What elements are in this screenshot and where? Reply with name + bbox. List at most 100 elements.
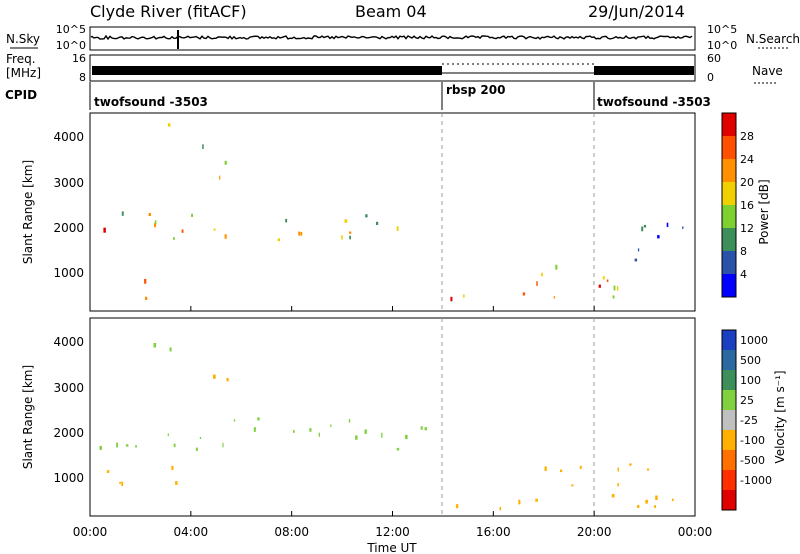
- heatmap-cell: [629, 463, 632, 466]
- heatmap-cell: [121, 481, 124, 487]
- heatmap-cell: [154, 220, 157, 224]
- colorbar-frame: [721, 112, 737, 298]
- power-ytick-4000: 4000: [53, 130, 84, 144]
- heatmap-cell: [293, 430, 295, 433]
- heatmap-cell: [655, 495, 658, 500]
- heatmap-cell: [253, 427, 256, 432]
- velocity-ylabel: Slant Range [km]: [21, 365, 35, 469]
- noise-trace: [90, 30, 693, 49]
- heatmap-cell: [213, 374, 216, 379]
- colorbar-swatch: [722, 410, 736, 431]
- heatmap-cell: [330, 424, 332, 428]
- colorbar-swatch: [722, 205, 736, 229]
- heatmap-cell: [224, 234, 227, 239]
- colorbar-tick-label: 28: [740, 130, 754, 143]
- heatmap-cell: [349, 235, 351, 240]
- freq-left-tick-top: 16: [72, 52, 86, 65]
- heatmap-cell: [637, 505, 640, 508]
- heatmap-cell: [181, 229, 184, 233]
- heatmap-cell: [553, 296, 556, 299]
- heatmap-cell: [616, 286, 619, 291]
- x-tick-label: 12:00: [375, 525, 410, 539]
- x-tick-label: 00:00: [73, 525, 108, 539]
- power-colorbar: 28 24 20 16 12 8 4: [721, 112, 754, 298]
- heatmap-cell: [318, 432, 320, 437]
- colorbar-tick-label: 4: [740, 268, 747, 281]
- noise-right-tick-top: 10^5: [707, 23, 737, 36]
- velocity-ytick-2000: 2000: [53, 426, 84, 440]
- heatmap-cell: [226, 378, 229, 382]
- cpid-segment-1: twofsound -3503: [94, 95, 208, 109]
- heatmap-cell: [99, 445, 102, 450]
- heatmap-cell: [405, 434, 408, 440]
- heatmap-cell: [148, 213, 151, 216]
- noise-right-label: N.Search: [746, 32, 800, 46]
- colorbar-tick-label: 500: [740, 354, 761, 367]
- nave-right-tick-top: 60: [707, 52, 721, 65]
- freq-trace-2: [594, 66, 694, 75]
- heatmap-cell: [202, 144, 204, 149]
- heatmap-cell: [643, 224, 647, 228]
- heatmap-cell: [171, 465, 174, 470]
- heatmap-cell: [424, 427, 427, 431]
- heatmap-cell: [463, 294, 465, 298]
- heatmap-cell: [455, 504, 459, 509]
- heatmap-cell: [175, 481, 178, 485]
- heatmap-cell: [682, 226, 684, 229]
- heatmap-cell: [167, 123, 171, 127]
- colorbar-swatch: [722, 113, 736, 137]
- x-tick-label: 04:00: [174, 525, 209, 539]
- colorbar-swatch: [722, 450, 736, 471]
- heatmap-cell: [257, 417, 260, 421]
- heatmap-cell: [213, 228, 216, 231]
- noise-left-label: N.Sky: [6, 32, 40, 46]
- colorbar-tick-label: 12: [740, 222, 754, 235]
- heatmap-cell: [222, 442, 224, 448]
- heatmap-cell: [602, 276, 605, 280]
- heatmap-cell: [611, 494, 615, 498]
- heatmap-cell: [671, 498, 674, 501]
- colorbar-tick-label: 16: [740, 199, 754, 212]
- heatmap-cell: [522, 292, 526, 296]
- colorbar-tick-label: -100: [740, 434, 765, 447]
- heatmap-cell: [598, 284, 601, 288]
- noise-right-tick-bottom: 10^0: [707, 39, 737, 52]
- heatmap-cell: [617, 483, 619, 487]
- velocity-panel-frame: [89, 317, 696, 517]
- heatmap-cell: [103, 227, 106, 233]
- heatmap-cell: [654, 505, 656, 509]
- heatmap-cell: [613, 285, 616, 291]
- heatmap-cell: [145, 296, 148, 300]
- x-tick-label: 20:00: [577, 525, 612, 539]
- colorbar-swatch: [722, 159, 736, 183]
- heatmap-cell: [365, 214, 368, 218]
- heatmap-cell: [349, 231, 352, 234]
- colorbar-tick-label: 20: [740, 176, 754, 189]
- colorbar-tick-label: 25: [740, 394, 754, 407]
- power-colorbar-label: Power [dB]: [757, 179, 771, 244]
- heatmap-cell: [121, 211, 124, 216]
- velocity-ytick-4000: 4000: [53, 335, 84, 349]
- heatmap-cell: [344, 219, 348, 223]
- heatmap-cell: [119, 481, 121, 484]
- heatmap-cell: [617, 467, 619, 472]
- heatmap-cell: [191, 213, 193, 217]
- colorbar-swatch: [722, 350, 736, 371]
- heatmap-cell: [219, 175, 221, 180]
- date-title: 29/Jun/2014: [588, 2, 685, 21]
- colorbar-swatch: [722, 430, 736, 451]
- heatmap-cell: [555, 264, 558, 270]
- velocity-heatmap: [99, 343, 674, 511]
- nave-right-tick-bottom: 0: [707, 71, 714, 84]
- colorbar-swatch: [722, 390, 736, 411]
- heatmap-cell: [518, 499, 521, 505]
- heatmap-cell: [125, 444, 129, 447]
- heatmap-cell: [541, 272, 543, 277]
- cpid-label: CPID: [5, 88, 37, 102]
- colorbar-swatch: [722, 470, 736, 491]
- colorbar-tick-label: -1000: [740, 474, 772, 487]
- noise-sky-line: [90, 34, 693, 41]
- station-title: Clyde River (fitACF): [90, 2, 247, 21]
- freq-panel-frame: [89, 54, 696, 82]
- heatmap-cell: [348, 419, 351, 423]
